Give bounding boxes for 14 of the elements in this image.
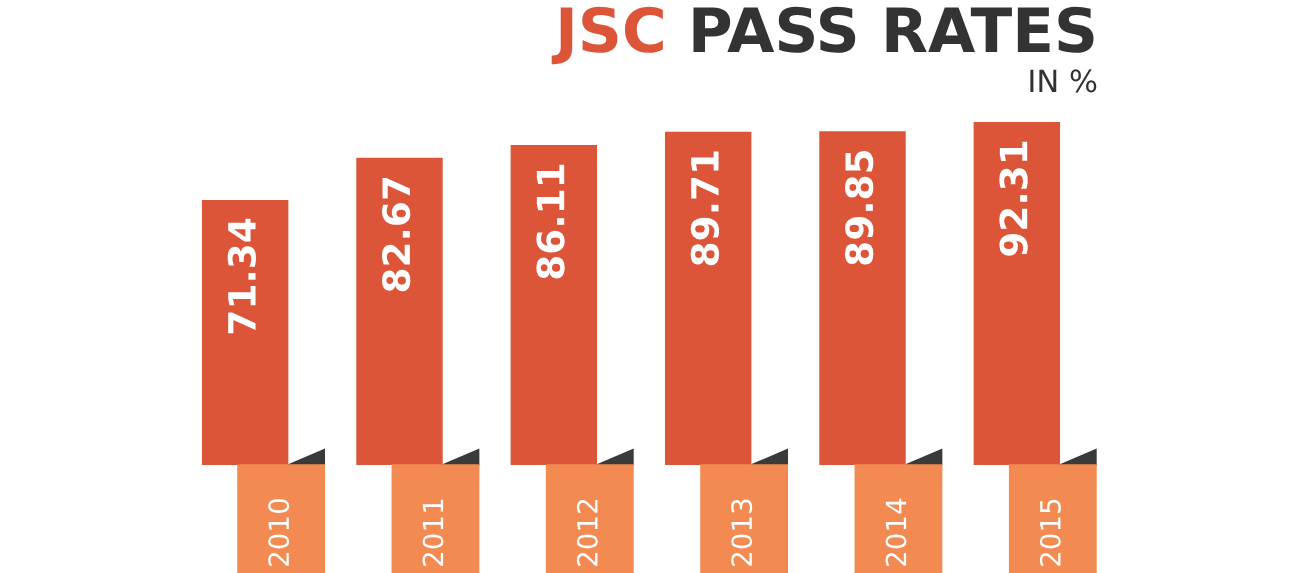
- x-tick-label: 2011: [422, 499, 444, 566]
- data-label: 89.85: [845, 150, 874, 265]
- x-tick-label: 2012: [576, 499, 598, 566]
- data-label: 89.71: [690, 151, 720, 266]
- x-tick-label: 2014: [885, 498, 907, 566]
- x-tick-label: 2010: [268, 499, 290, 566]
- x-tick-label: 2013: [731, 499, 753, 566]
- data-label: 92.31: [999, 141, 1028, 256]
- data-label: 86.11: [536, 164, 565, 279]
- data-label: 71.34: [227, 218, 257, 334]
- chart-title: JSC PASS RATES: [551, 6, 1094, 65]
- data-label: 82.67: [382, 177, 411, 292]
- x-tick-label: 2015: [1039, 499, 1061, 566]
- chart-subtitle: IN %: [1030, 69, 1097, 93]
